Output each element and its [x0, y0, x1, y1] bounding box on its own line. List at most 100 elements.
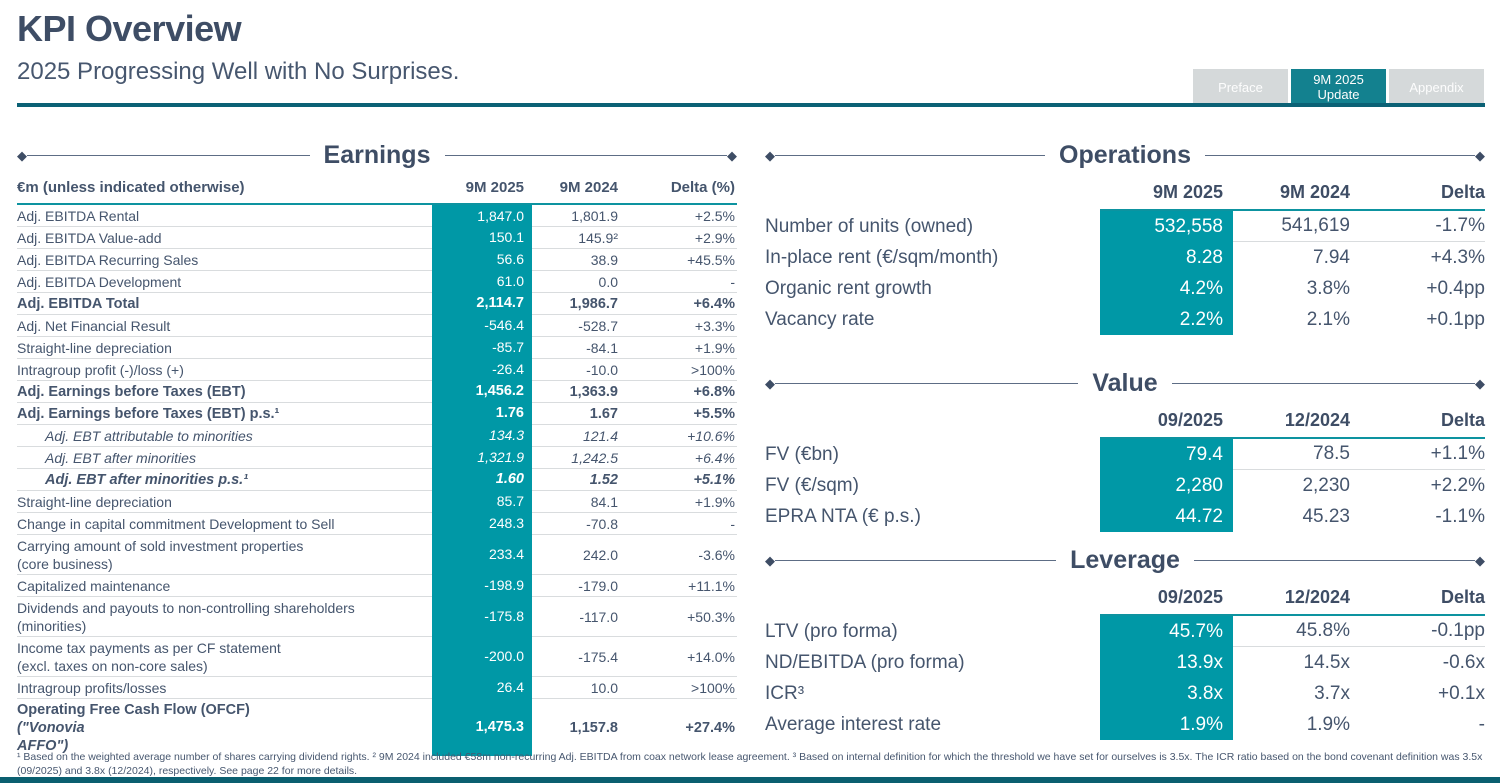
value-prior: 45.23	[1302, 505, 1350, 527]
row-label: Change in capital commitment Development…	[17, 512, 432, 534]
column-header-spacer	[765, 182, 1100, 205]
row-label: Adj. Net Financial Result	[17, 314, 432, 336]
value-row: FV (€/sqm) 2,280 2,230 +2.2%	[765, 470, 1485, 501]
earnings-row: Operating Free Cash Flow (OFCF) ("Vonovi…	[17, 698, 737, 756]
value-current: 2,280	[1100, 470, 1233, 501]
section-rule	[775, 559, 1057, 561]
value-9m-2025: 134.3	[432, 424, 532, 446]
value-9m-2025: -546.4	[432, 314, 532, 336]
value-9m-2024: -175.4	[532, 636, 624, 676]
value-delta: +0.1x	[1437, 682, 1485, 704]
earnings-row: Adj. EBITDA Rental 1,847.0 1,801.9 +2.5%	[17, 205, 737, 226]
value-9m-2024: 1,242.5	[532, 446, 624, 468]
tab-appendix[interactable]: Appendix	[1389, 69, 1484, 105]
value-delta: +11.1%	[624, 574, 737, 596]
earnings-section-title: Earnings	[323, 140, 431, 169]
page-title: KPI Overview	[17, 8, 242, 49]
value-9m-2025: -200.0	[432, 636, 532, 676]
earnings-row: Dividends and payouts to non-controlling…	[17, 596, 737, 636]
value-prior: 3.7x	[1314, 682, 1350, 704]
page-subtitle: 2025 Progressing Well with No Surprises.	[17, 58, 460, 85]
column-header-092025: 09/2025	[1100, 410, 1233, 439]
operations-row: Organic rent growth 4.2% 3.8% +0.4pp	[765, 273, 1485, 304]
earnings-row: Adj. EBITDA Development 61.0 0.0-	[17, 270, 737, 292]
nav-tabs: Preface 9M 2025 Update Appendix	[1193, 69, 1484, 105]
value-section: ◆ Value ◆ 09/2025 12/2024 Delta FV (€bn)…	[765, 368, 1485, 532]
value-delta: -	[1478, 713, 1485, 735]
column-header-spacer	[765, 587, 1100, 610]
tab-preface[interactable]: Preface	[1193, 69, 1288, 105]
row-label: Straight-line depreciation	[17, 490, 432, 512]
section-rule	[1171, 382, 1476, 384]
row-label: Adj. Earnings before Taxes (EBT) p.s.¹	[17, 402, 432, 424]
earnings-row: Adj. EBITDA Value-add 150.1 145.9² +2.9%	[17, 226, 737, 248]
value-9m-2025: -85.7	[432, 336, 532, 358]
value-delta: +6.4%	[624, 446, 737, 468]
value-current: 1.9%	[1100, 709, 1233, 740]
value-9m-2024: 145.9²	[532, 226, 624, 248]
value-prior: 2,230	[1302, 474, 1350, 496]
section-rule	[444, 154, 728, 156]
value-9m-2024: 1,363.9	[532, 380, 624, 402]
value-delta: -0.6x	[1442, 651, 1485, 673]
earnings-row: Adj. Earnings before Taxes (EBT) 1,456.2 1…	[17, 380, 737, 402]
row-label: Capitalized maintenance	[17, 574, 432, 596]
tab-9m-2025[interactable]: 9M 2025 Update	[1291, 69, 1386, 105]
earnings-row: Adj. EBITDA Recurring Sales 56.6 38.9 +45.5…	[17, 248, 737, 270]
row-label: Adj. Earnings before Taxes (EBT)	[17, 380, 432, 402]
diamond-icon: ◆	[1475, 147, 1486, 163]
row-label: EPRA NTA (€ p.s.)	[765, 505, 921, 527]
leverage-section-header: ◆ Leverage ◆	[765, 545, 1485, 575]
column-header-9m2025: 9M 2025	[1100, 182, 1233, 211]
column-header-9m2024: 9M 2024	[559, 179, 618, 196]
operations-section-header: ◆ Operations ◆	[765, 140, 1485, 170]
earnings-row: Adj. EBT attributable to minorities 134.3…	[17, 424, 737, 446]
value-9m-2024: 1,801.9	[571, 207, 618, 224]
row-label: Vacancy rate	[765, 308, 875, 330]
value-9m-2024: -70.8	[532, 512, 624, 534]
row-label: In-place rent (€/sqm/month)	[765, 246, 999, 268]
value-9m-2025: -175.8	[432, 596, 532, 636]
leverage-row: LTV (pro forma) 45.7% 45.8% -0.1pp	[765, 616, 1485, 647]
value-delta: +2.2%	[1430, 474, 1485, 496]
value-delta: +4.3%	[1430, 246, 1485, 268]
value-9m-2025: 61.0	[432, 270, 532, 292]
value-9m-2024: 1.67	[532, 402, 624, 424]
operations-section-title: Operations	[1059, 140, 1191, 169]
value-delta: -	[624, 512, 737, 534]
leverage-row: ND/EBITDA (pro forma) 13.9x 14.5x -0.6x	[765, 647, 1485, 678]
value-9m-2025: -26.4	[432, 358, 532, 380]
operations-table-header: 9M 2025 9M 2024 Delta	[765, 182, 1485, 211]
row-label: Intragroup profit (-)/loss (+)	[17, 358, 432, 380]
value-9m-2025: 1,456.2	[432, 380, 532, 402]
diamond-icon: ◆	[765, 375, 775, 391]
value-delta: +14.0%	[624, 636, 737, 676]
row-label: Adj. EBT after minorities	[17, 446, 432, 468]
section-rule	[1193, 559, 1476, 561]
value-delta: >100%	[624, 676, 737, 698]
row-label: Carrying amount of sold investment prope…	[17, 534, 432, 574]
value-current: 13.9x	[1100, 647, 1233, 678]
value-prior: 14.5x	[1303, 651, 1350, 673]
right-column: ◆ Operations ◆ 9M 2025 9M 2024 Delta Num…	[765, 140, 1485, 756]
value-9m-2024: -528.7	[532, 314, 624, 336]
operations-row: Number of units (owned) 532,558 541,619 -1.…	[765, 211, 1485, 242]
leverage-section-title: Leverage	[1070, 545, 1180, 574]
row-label: ICR³	[765, 682, 805, 704]
earnings-row: Carrying amount of sold investment prope…	[17, 534, 737, 574]
operations-row: Vacancy rate 2.2% 2.1% +0.1pp	[765, 304, 1485, 335]
value-9m-2025: 248.3	[432, 512, 532, 534]
value-delta: +6.8%	[624, 380, 737, 402]
earnings-table: €m (unless indicated otherwise) 9M 2025 …	[17, 179, 737, 756]
earnings-row: Straight-line depreciation -85.7 -84.1 +1.9…	[17, 336, 737, 358]
earnings-row: Income tax payments as per CF statement …	[17, 636, 737, 676]
column-header-092025: 09/2025	[1100, 587, 1233, 616]
row-label: Income tax payments as per CF statement …	[17, 636, 432, 676]
leverage-section: ◆ Leverage ◆ 09/2025 12/2024 Delta LTV (…	[765, 545, 1485, 740]
operations-row: In-place rent (€/sqm/month) 8.28 7.94 +4.3%	[765, 242, 1485, 273]
value-delta: +6.4%	[624, 292, 737, 314]
value-delta: -1.1%	[1435, 505, 1485, 527]
value-9m-2024: 1,986.7	[532, 292, 624, 314]
value-prior: 2.1%	[1306, 308, 1350, 330]
earnings-row: Adj. Net Financial Result -546.4 -528.7 +3.…	[17, 314, 737, 336]
